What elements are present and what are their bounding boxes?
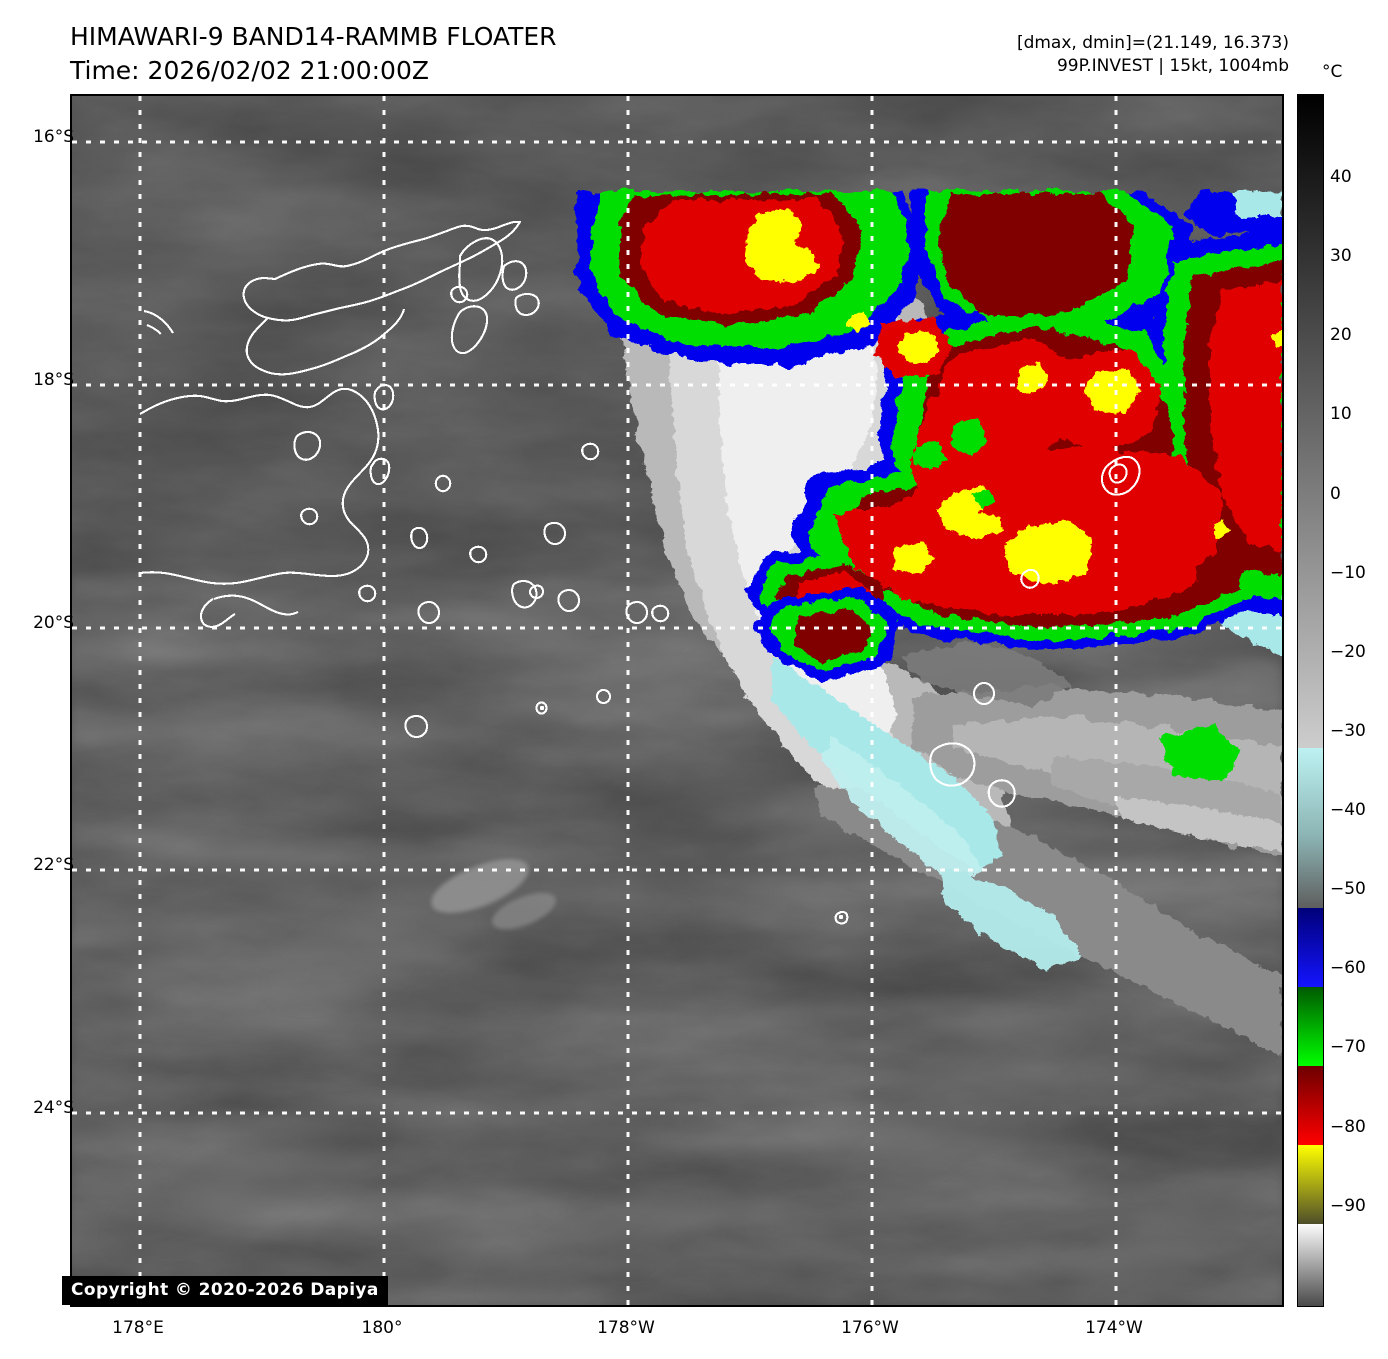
ytick-label-0: 16°S xyxy=(33,127,74,147)
colorbar-band-cyan xyxy=(1298,748,1323,908)
colorbar-tick-2: 20 xyxy=(1330,325,1352,345)
ytick-label-1: 18°S xyxy=(33,370,74,390)
timestamp-label: Time: 2026/02/02 21:00:00Z xyxy=(70,56,429,85)
graticule-grid xyxy=(72,96,1282,1305)
ytick-label-4: 24°S xyxy=(33,1098,74,1118)
storm-info-label: 99P.INVEST | 15kt, 1004mb xyxy=(1056,56,1289,76)
xtick-label-2: 178°W xyxy=(597,1318,655,1338)
colorbar-tick-12: −80 xyxy=(1330,1117,1366,1137)
xtick-label-1: 180° xyxy=(361,1318,403,1338)
copyright-watermark: Copyright © 2020-2026 Dapiya xyxy=(62,1276,388,1305)
header-meta-block: [dmax, dmin]=(21.149, 16.373) 99P.INVEST… xyxy=(1017,32,1289,78)
colorbar-band-bottom-gray xyxy=(1298,1224,1323,1306)
colorbar-tick-8: −40 xyxy=(1330,800,1366,820)
colorbar-tick-11: −70 xyxy=(1330,1037,1366,1057)
coastline-dots xyxy=(539,705,844,920)
colorbar-tick-13: −90 xyxy=(1330,1196,1366,1216)
xtick-label-3: 176°W xyxy=(841,1318,899,1338)
colorbar-band-red xyxy=(1298,1066,1323,1145)
xtick-label-0: 178°E xyxy=(112,1318,164,1338)
colorbar-tick-0: 40 xyxy=(1330,167,1352,187)
satellite-image-plot[interactable] xyxy=(70,94,1284,1307)
satellite-imagery-canvas xyxy=(72,96,1282,1305)
colorbar-tick-9: −50 xyxy=(1330,879,1366,899)
colorbar-tick-3: 10 xyxy=(1330,404,1352,424)
header-title-block: HIMAWARI-9 BAND14-RAMMB FLOATER Time: 20… xyxy=(70,20,557,88)
colorbar-tick-7: −30 xyxy=(1330,721,1366,741)
colorbar-tick-10: −60 xyxy=(1330,958,1366,978)
ytick-label-3: 22°S xyxy=(33,855,74,875)
dminmax-label: [dmax, dmin]=(21.149, 16.373) xyxy=(1016,33,1289,53)
colorbar-band-yellow xyxy=(1298,1145,1323,1224)
colorbar-unit-label: °C xyxy=(1322,62,1343,82)
xtick-label-4: 174°W xyxy=(1085,1318,1143,1338)
page-title: HIMAWARI-9 BAND14-RAMMB FLOATER xyxy=(70,22,557,51)
colorbar-tick-1: 30 xyxy=(1330,246,1352,266)
coastline-overlay xyxy=(139,220,1141,925)
colorbar-tick-6: −20 xyxy=(1330,642,1366,662)
ytick-label-2: 20°S xyxy=(33,613,74,633)
colorbar-band-blue xyxy=(1298,908,1323,987)
colorbar-tick-5: −10 xyxy=(1330,563,1366,583)
colorbar-tick-4: 0 xyxy=(1330,484,1341,504)
colorbar-band-green xyxy=(1298,987,1323,1066)
